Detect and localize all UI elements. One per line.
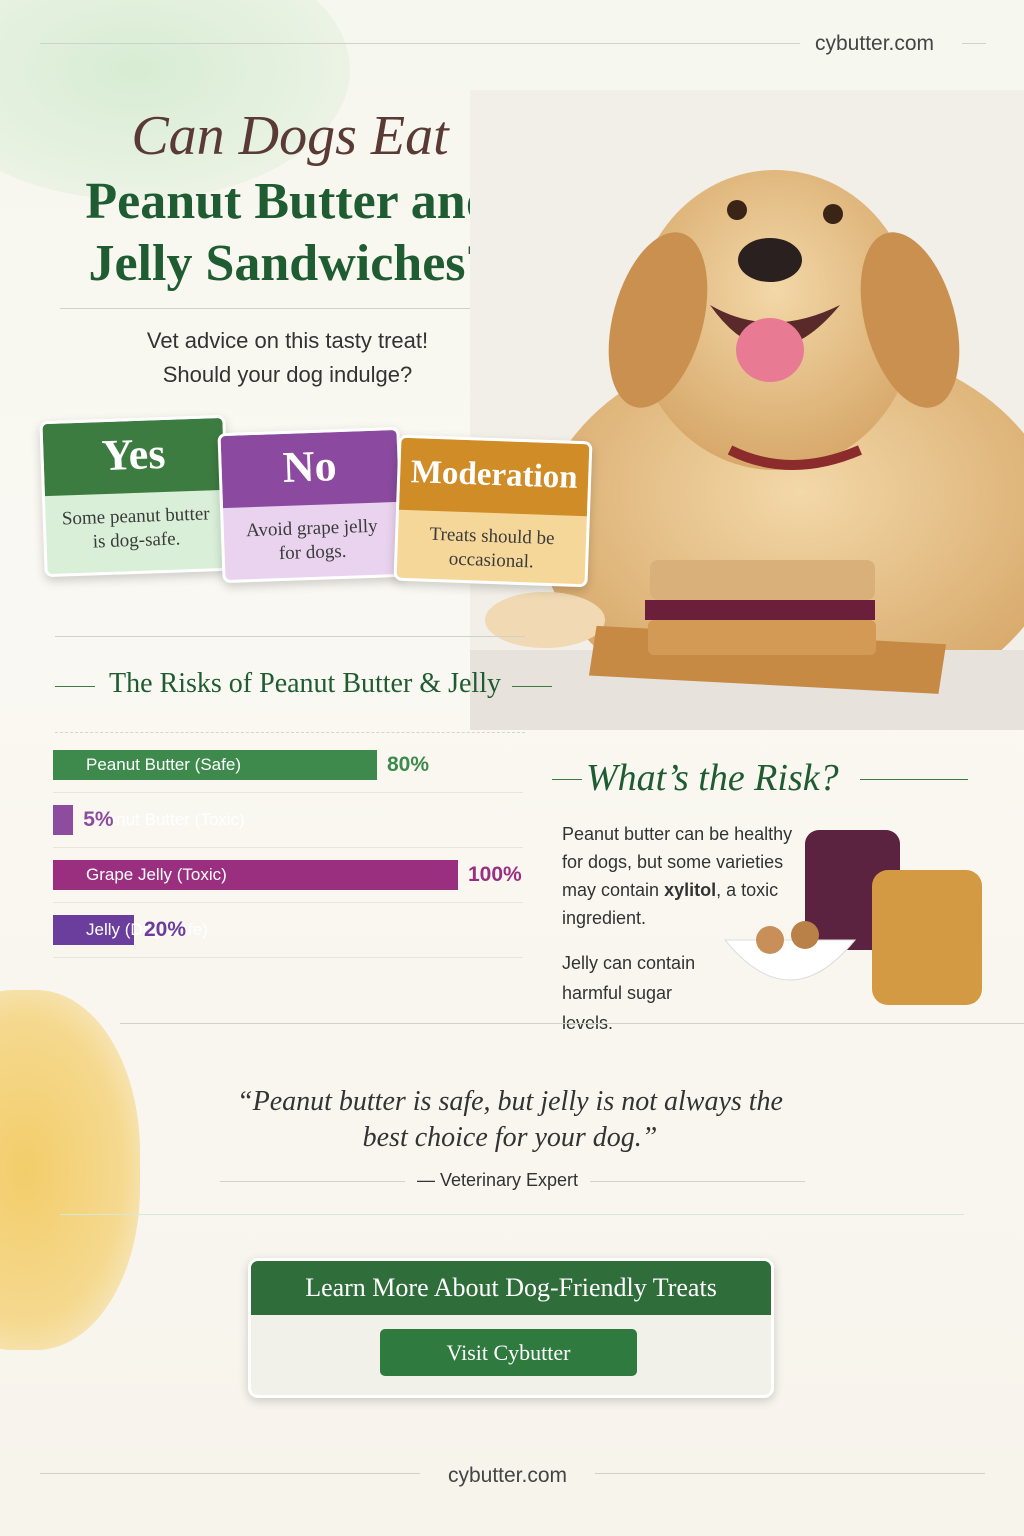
bar — [53, 860, 458, 890]
row-rule — [53, 902, 523, 903]
row-rule — [53, 792, 523, 793]
rule — [590, 1181, 805, 1182]
risk-text: , a toxic ingredient. — [562, 880, 779, 928]
quote: “Peanut butter is safe, but jelly is not… — [237, 1086, 783, 1153]
rule — [60, 1214, 964, 1215]
treat — [791, 921, 819, 949]
rule — [55, 686, 95, 687]
value-label: 80% — [387, 753, 430, 776]
rule — [860, 779, 968, 780]
footer-site: cybutter.com — [447, 1464, 568, 1487]
treat — [756, 926, 784, 954]
risk-title: What’s the Risk? — [586, 757, 839, 799]
bar-label: Peanut Butter (Safe) — [86, 755, 241, 774]
rule — [512, 686, 552, 687]
dog-illustration — [470, 90, 1024, 730]
bar-label: Grape Jelly (Toxic) — [86, 865, 227, 884]
rule — [55, 732, 525, 733]
jelly — [645, 600, 875, 620]
risk-paragraph: Peanut butter can be healthy for dogs, b… — [562, 820, 802, 932]
row-rule — [53, 957, 523, 958]
site-name: cybutter.com — [815, 32, 935, 55]
cta-box: Learn More About Dog-Friendly Treats — [248, 1258, 774, 1398]
value-label: 20% — [144, 918, 187, 941]
bar — [53, 805, 74, 835]
dog-collar — [727, 445, 862, 470]
rule — [120, 1023, 1024, 1024]
dog-ear — [608, 232, 708, 408]
visit-button[interactable]: Visit Cybutter — [380, 1329, 637, 1376]
rule — [40, 1473, 420, 1474]
subtitle: Vet advice on this tasty treat! — [146, 328, 429, 353]
rule — [552, 779, 582, 780]
cta-heading: Learn More About Dog-Friendly Treats — [251, 1261, 771, 1315]
yellow-blob — [0, 990, 140, 1350]
title-line: Can Dogs Eat — [131, 105, 449, 167]
dog-paw — [485, 592, 605, 648]
rule — [220, 1181, 405, 1182]
bar-label: Peanut Butter (Toxic) — [86, 810, 245, 829]
risk-highlight: xylitol — [664, 880, 717, 900]
value-label: 100% — [468, 863, 522, 886]
bar — [53, 915, 134, 945]
peanut-butter-jar — [872, 870, 982, 1005]
bread — [650, 560, 875, 600]
dog-ear — [860, 232, 960, 408]
quote-attribution: — Veterinary Expert — [416, 1170, 579, 1190]
risk-paragraph: Jelly can contain harmful sugar levels. — [562, 953, 696, 1033]
treat-bowl — [723, 939, 857, 981]
chart-title: The Risks of Peanut Butter & Jelly — [109, 668, 501, 699]
dog-nose — [738, 238, 802, 282]
rule — [40, 43, 800, 44]
bar — [53, 750, 377, 780]
rule — [60, 308, 520, 309]
risk-text: Peanut butter can be healthy for dogs, b… — [562, 824, 793, 900]
dog-eye — [727, 200, 747, 220]
bar-chart: Peanut Butter (Safe) 80% Peanut Butter (To… — [0, 0, 560, 1000]
title-line: Peanut Butter and — [85, 173, 495, 230]
dog-eye — [823, 204, 843, 224]
rule — [55, 636, 525, 637]
value-label: 5% — [83, 808, 114, 831]
bar-label: Jelly (Dog-Safe) — [86, 920, 208, 939]
bread — [648, 620, 876, 655]
row-rule — [53, 847, 523, 848]
subtitle: Should your dog indulge? — [162, 362, 413, 387]
jars-illustration — [723, 830, 982, 1005]
rule — [595, 1473, 985, 1474]
dog-tongue — [736, 318, 804, 382]
title-line: Jelly Sandwiches? — [88, 235, 492, 292]
rule — [962, 43, 986, 44]
